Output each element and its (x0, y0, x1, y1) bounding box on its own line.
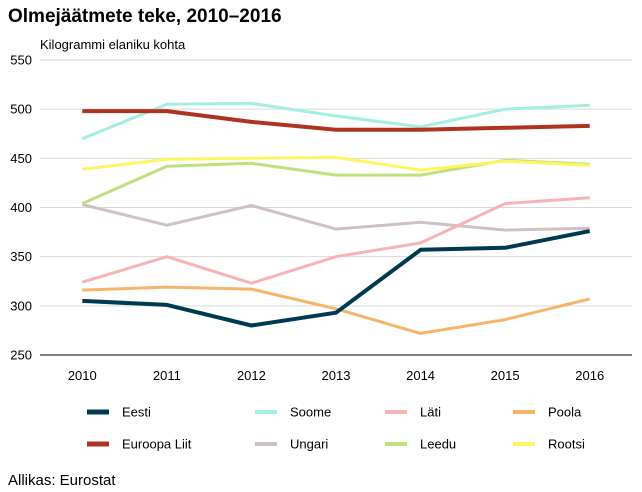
y-tick-label: 300 (10, 298, 32, 313)
series-line-ungari (81, 203, 590, 232)
y-tick-label: 550 (10, 53, 32, 68)
legend: Eesti Soome Läti Poola Euroopa Liit Ungari Lee… (87, 405, 585, 452)
y-tick-labels: 250 300 350 400 450 500 550 (10, 53, 32, 363)
legend-label-leedu: Leedu (420, 437, 456, 452)
legend-label-läti: Läti (420, 405, 441, 420)
y-tick-label: 500 (10, 102, 32, 117)
series-line-soome (81, 101, 590, 141)
legend-label-ungari: Ungari (290, 437, 328, 452)
source-note: Allikas: Eurostat (8, 472, 116, 489)
series-lines (81, 101, 591, 335)
series-line-poola (82, 285, 591, 335)
chart-title: Olmejäätmete teke, 2010–2016 (8, 6, 282, 27)
x-tick-label: 2011 (153, 368, 181, 383)
legend-label-eesti: Eesti (122, 405, 151, 420)
y-tick-label: 350 (10, 249, 32, 264)
x-tick-label: 2014 (406, 368, 435, 383)
x-tick-label: 2016 (575, 368, 604, 383)
legend-label-euroopa-liit: Euroopa Liit (122, 437, 192, 452)
series-line-eesti (82, 229, 591, 328)
x-tick-label: 2013 (322, 368, 351, 383)
y-axis-label: Kilogrammi elaniku kohta (40, 37, 186, 52)
series-line-läti (81, 196, 590, 285)
x-tick-label: 2015 (491, 368, 520, 383)
y-tick-label: 250 (10, 348, 32, 363)
legend-label-poola: Poola (548, 405, 582, 420)
series-line-rootsi (82, 155, 590, 172)
series-line-euroopa-liit (82, 109, 590, 132)
y-tick-label: 400 (10, 200, 32, 215)
x-tick-label: 2010 (68, 368, 97, 383)
y-tick-label: 450 (10, 151, 32, 166)
x-tick-label: 2012 (237, 368, 266, 383)
series-line-leedu (81, 158, 590, 205)
x-tick-labels: 2010 2011 2012 2013 2014 2015 2016 (68, 368, 604, 383)
legend-label-soome: Soome (290, 405, 331, 420)
legend-label-rootsi: Rootsi (548, 437, 585, 452)
